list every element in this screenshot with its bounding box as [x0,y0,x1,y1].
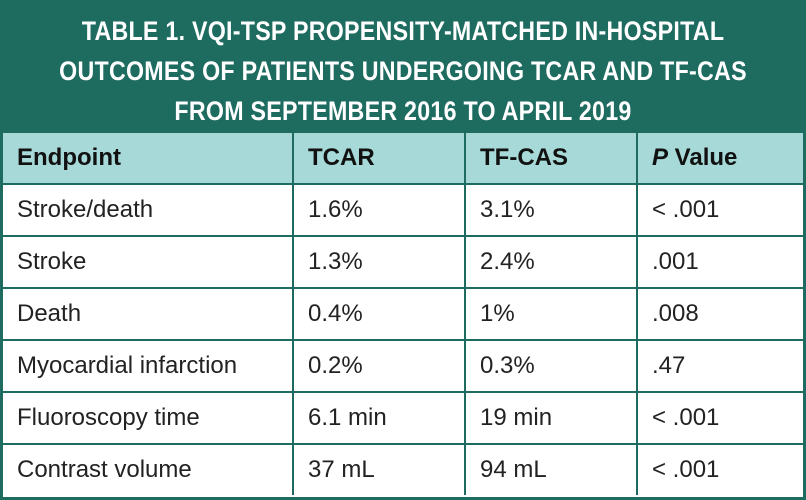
p-value-cell: < .001 [636,391,803,445]
tfcas-cell: 3.1% [464,183,638,237]
p-value-cell: .001 [636,235,803,289]
table-body: Stroke/death 1.6% 3.1% < .001 Stroke 1.3… [3,183,803,495]
tcar-cell: 0.4% [292,287,466,341]
tcar-cell: 37 mL [292,443,466,495]
header-tcar: TCAR [292,133,466,185]
endpoint-cell: Death [3,287,294,341]
p-value-cell: < .001 [636,443,803,495]
header-endpoint: Endpoint [3,133,294,185]
tfcas-cell: 0.3% [464,339,638,393]
tcar-cell: 1.3% [292,235,466,289]
endpoint-cell: Stroke [3,235,294,289]
table-title-line-2: OUTCOMES OF PATIENTS UNDERGOING TCAR AND… [59,56,747,86]
endpoint-cell: Fluoroscopy time [3,391,294,445]
tfcas-cell: 1% [464,287,638,341]
table-title-line-1: TABLE 1. VQI-TSP PROPENSITY-MATCHED IN-H… [81,16,725,46]
tfcas-cell: 2.4% [464,235,638,289]
header-p-value: P Value [636,133,803,185]
tfcas-cell: 94 mL [464,443,638,495]
table-row: Contrast volume 37 mL 94 mL < .001 [3,443,803,495]
tfcas-cell: 19 min [464,391,638,445]
table-title: TABLE 1. VQI-TSP PROPENSITY-MATCHED IN-H… [3,3,803,133]
tcar-cell: 6.1 min [292,391,466,445]
outcomes-table: Endpoint TCAR TF-CAS P Value Stroke/deat… [3,133,803,495]
header-p-letter: P [652,144,669,171]
table-row: Stroke 1.3% 2.4% .001 [3,235,803,289]
table-row: Myocardial infarction 0.2% 0.3% .47 [3,339,803,393]
table-row: Death 0.4% 1% .008 [3,287,803,341]
header-p-rest: Value [668,144,738,171]
table-row: Stroke/death 1.6% 3.1% < .001 [3,183,803,237]
endpoint-cell: Contrast volume [3,443,294,495]
table-header: Endpoint TCAR TF-CAS P Value [3,133,803,185]
tcar-cell: 1.6% [292,183,466,237]
p-value-cell: .47 [636,339,803,393]
tcar-cell: 0.2% [292,339,466,393]
table-title-line-3: FROM SEPTEMBER 2016 TO APRIL 2019 [174,96,632,126]
p-value-cell: < .001 [636,183,803,237]
p-value-cell: .008 [636,287,803,341]
endpoint-cell: Myocardial infarction [3,339,294,393]
header-row: Endpoint TCAR TF-CAS P Value [3,133,803,185]
header-tfcas: TF-CAS [464,133,638,185]
table-row: Fluoroscopy time 6.1 min 19 min < .001 [3,391,803,445]
endpoint-cell: Stroke/death [3,183,294,237]
